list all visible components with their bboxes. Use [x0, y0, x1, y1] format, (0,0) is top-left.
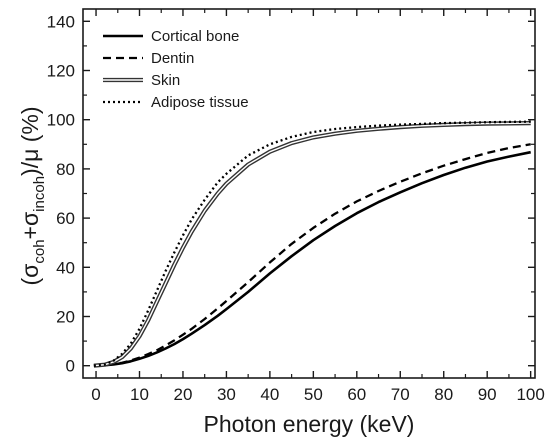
y-axis-title-close: )/μ (%) [17, 106, 43, 175]
legend-label-cortical-bone: Cortical bone [151, 28, 239, 45]
y-axis-title: (σcoh+σincoh)/μ (%) [17, 106, 48, 285]
y-tick-label-100: 100 [47, 111, 75, 130]
x-tick-label-100: 100 [516, 385, 544, 404]
x-tick-label-80: 80 [434, 385, 453, 404]
legend-label-dentin: Dentin [151, 50, 194, 67]
x-tick-label-20: 20 [174, 385, 193, 404]
series-line-dentin [93, 143, 531, 367]
x-tick-label-50: 50 [304, 385, 323, 404]
y-axis-title-plus: +σ [17, 212, 43, 240]
legend-label-adipose-tissue: Adipose tissue [151, 94, 249, 111]
y-axis-title-open: (σ [17, 264, 43, 286]
y-tick-label-0: 0 [66, 357, 75, 376]
x-tick-label-90: 90 [478, 385, 497, 404]
y-tick-label-20: 20 [56, 308, 75, 327]
y-tick-label-40: 40 [56, 258, 75, 277]
y-tick-label-140: 140 [47, 12, 75, 31]
legend: Cortical bone Dentin Skin Adipose tissue [103, 28, 249, 111]
y-tick-label-60: 60 [56, 209, 75, 228]
plot-frame [82, 8, 536, 379]
y-tick-label-120: 120 [47, 62, 75, 81]
x-tick-label-30: 30 [217, 385, 236, 404]
x-tick-label-70: 70 [391, 385, 410, 404]
y-tick-label-80: 80 [56, 160, 75, 179]
series-line-cortical-bone [93, 150, 531, 367]
x-tick-label-0: 0 [91, 385, 100, 404]
y-axis-title-sub-incoh: incoh [31, 176, 48, 212]
x-tick-label-40: 40 [260, 385, 279, 404]
series-line-skin-inner [93, 122, 531, 367]
series-line-adipose-tissue [93, 120, 531, 367]
plot-area [93, 120, 531, 368]
x-axis-title: Photon energy (keV) [204, 411, 415, 437]
legend-label-skin: Skin [151, 72, 180, 89]
tick-labels: 0 10 20 30 40 50 60 70 80 90 100 0 20 40 60 80 100 120 140 [47, 12, 545, 404]
y-axis-title-sub-coh: coh [31, 239, 48, 263]
x-tick-label-60: 60 [347, 385, 366, 404]
x-tick-label-10: 10 [130, 385, 149, 404]
